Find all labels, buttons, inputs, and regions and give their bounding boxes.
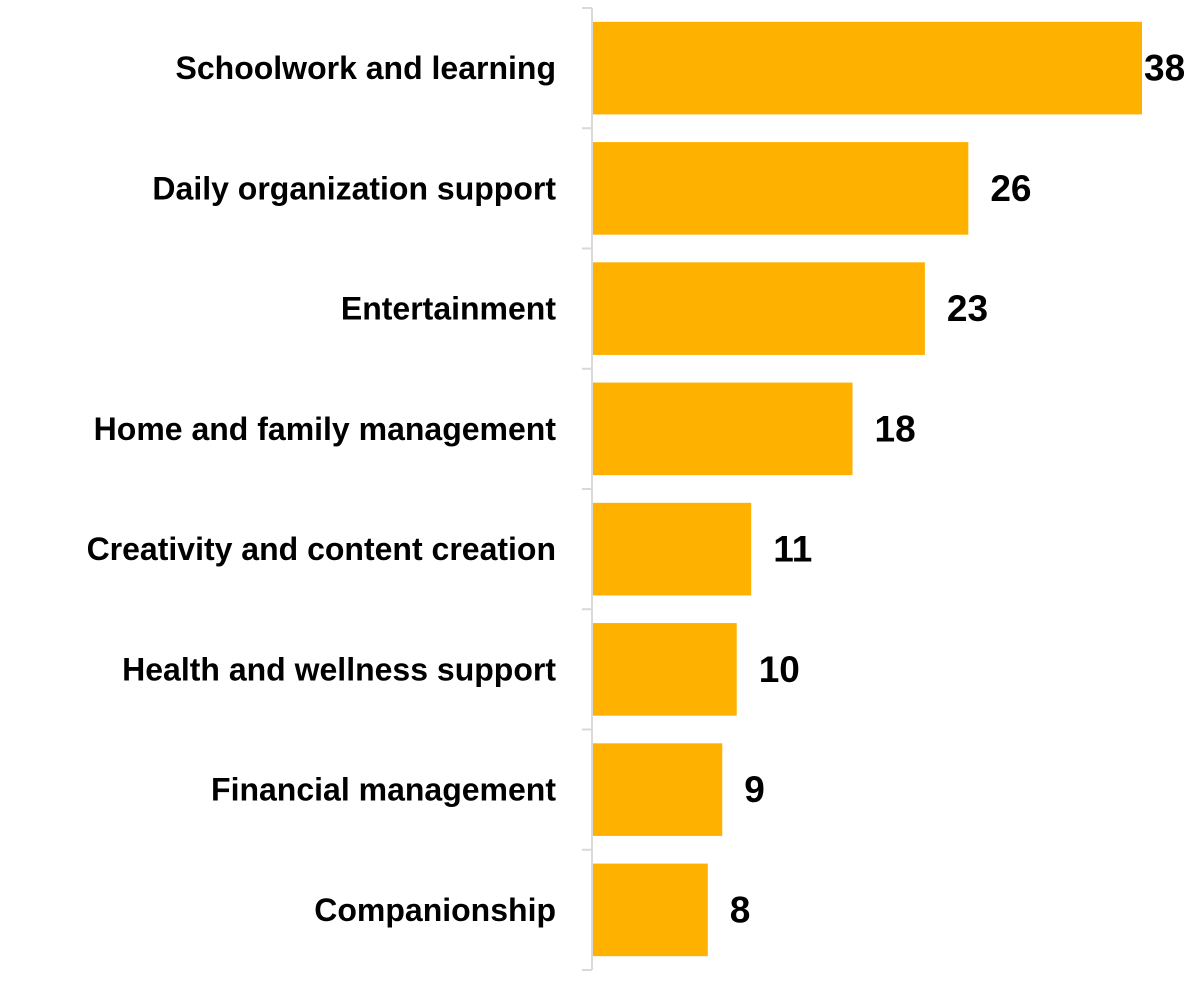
bar — [592, 382, 853, 476]
data-label: 11 — [773, 529, 812, 570]
data-label: 9 — [744, 769, 765, 810]
data-label: 18 — [875, 408, 916, 449]
data-labels: 38 26 23 18 11 10 9 8 — [730, 48, 1185, 931]
bar — [592, 863, 708, 957]
bar — [592, 502, 752, 596]
data-label: 8 — [730, 889, 751, 930]
data-label: 26 — [990, 168, 1031, 209]
category-label: Health and wellness support — [122, 651, 556, 687]
bar — [592, 623, 737, 716]
category-labels: Schoolwork and learning Daily organizatio… — [87, 50, 557, 928]
category-label: Schoolwork and learning — [176, 50, 557, 86]
bar — [592, 21, 1142, 115]
category-label: Financial management — [211, 772, 556, 808]
bars — [592, 21, 1142, 957]
bar — [592, 743, 723, 836]
category-label: Companionship — [314, 892, 556, 928]
category-label: Home and family management — [94, 411, 557, 447]
axis-ticks — [582, 7, 592, 971]
category-label: Entertainment — [341, 291, 556, 327]
data-label: 10 — [759, 649, 800, 690]
bar — [592, 262, 925, 355]
data-label: 38 — [1144, 48, 1185, 89]
category-label: Creativity and content creation — [87, 531, 556, 567]
category-label: Daily organization support — [152, 170, 556, 206]
bar — [592, 142, 969, 235]
data-label: 23 — [947, 288, 988, 329]
